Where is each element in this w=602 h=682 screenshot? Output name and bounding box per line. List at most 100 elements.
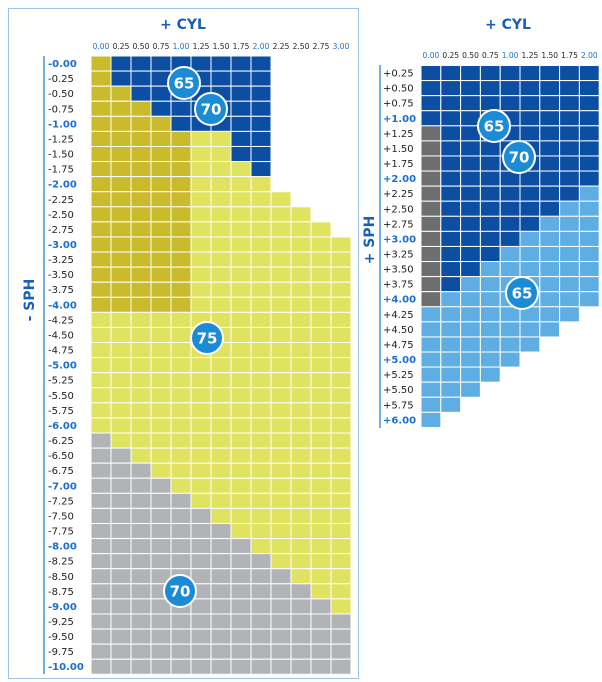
grid-cell bbox=[559, 306, 580, 323]
grid-cell bbox=[290, 538, 312, 555]
grid-cell bbox=[150, 145, 172, 163]
grid-cell bbox=[110, 251, 132, 268]
sph-label: -1.50 bbox=[48, 150, 74, 161]
grid-cell bbox=[440, 200, 462, 217]
grid-cell bbox=[130, 342, 152, 359]
grid-cell bbox=[310, 387, 332, 404]
grid-cell bbox=[290, 522, 312, 540]
grid-cell bbox=[110, 462, 132, 479]
grid-cell bbox=[90, 387, 112, 404]
grid-cell bbox=[170, 613, 192, 630]
grid-cell bbox=[150, 417, 172, 434]
grid-cell bbox=[90, 538, 112, 555]
grid-cell bbox=[190, 462, 212, 479]
grid-cell bbox=[110, 387, 132, 404]
sph-label: -2.50 bbox=[48, 210, 74, 221]
grid-cell bbox=[190, 130, 212, 147]
grid-cell bbox=[578, 185, 600, 202]
grid-cell bbox=[499, 215, 521, 232]
grid-cell bbox=[330, 628, 352, 645]
grid-cell bbox=[270, 221, 292, 238]
grid-cell bbox=[150, 100, 172, 117]
grid-cell bbox=[270, 613, 292, 630]
grid-cell bbox=[170, 296, 192, 313]
grid-cell bbox=[499, 351, 521, 368]
grid-cell bbox=[230, 176, 252, 193]
grid-cell bbox=[250, 628, 272, 645]
grid-cell bbox=[270, 326, 292, 344]
grid-cell bbox=[110, 236, 132, 253]
grid-cell bbox=[210, 522, 232, 540]
grid-cell bbox=[110, 568, 132, 585]
grid-cell bbox=[110, 115, 132, 132]
grid-cell bbox=[170, 221, 192, 238]
grid-cell bbox=[170, 462, 192, 479]
grid-cell bbox=[210, 432, 232, 449]
grid-cell bbox=[230, 281, 252, 298]
grid-cell bbox=[150, 296, 172, 313]
grid-cell bbox=[310, 417, 332, 434]
grid-cell bbox=[170, 145, 192, 163]
grid-cell bbox=[290, 613, 312, 630]
grid-cell bbox=[110, 206, 132, 223]
grid-cell bbox=[110, 311, 132, 328]
cyl-label: 1.00 bbox=[173, 42, 190, 51]
grid-cell bbox=[210, 221, 232, 238]
grid-cell bbox=[310, 492, 332, 509]
grid-cell bbox=[539, 65, 561, 82]
grid-cell bbox=[479, 276, 501, 293]
grid-cell bbox=[270, 447, 292, 464]
grid-cell bbox=[460, 80, 481, 97]
sph-label: -7.25 bbox=[48, 496, 74, 507]
grid-cell bbox=[519, 65, 541, 82]
grid-cell bbox=[130, 191, 152, 208]
grid-cell bbox=[230, 628, 252, 645]
grid-cell bbox=[210, 176, 232, 193]
grid-cell bbox=[460, 261, 481, 278]
grid-cell bbox=[110, 507, 132, 524]
grid-cell bbox=[270, 553, 292, 570]
grid-cell bbox=[250, 402, 272, 419]
grid-cell bbox=[330, 613, 352, 630]
grid-cell bbox=[499, 245, 521, 263]
grid-cell bbox=[150, 191, 172, 208]
grid-cell bbox=[290, 628, 312, 645]
grid-cell bbox=[270, 507, 292, 524]
grid-cell bbox=[310, 583, 332, 600]
grid-cell bbox=[110, 342, 132, 359]
grid-cell bbox=[519, 200, 541, 217]
grid-cell bbox=[310, 643, 332, 660]
grid-cell bbox=[170, 492, 192, 509]
grid-cell bbox=[310, 538, 332, 555]
grid-cell bbox=[150, 55, 172, 72]
grid-cell bbox=[150, 221, 172, 238]
grid-cell bbox=[250, 115, 272, 132]
grid-cell bbox=[90, 522, 112, 540]
grid-cell bbox=[479, 200, 501, 217]
grid-cell bbox=[479, 140, 501, 157]
grid-cell bbox=[330, 266, 352, 283]
grid-cell bbox=[250, 357, 272, 374]
sph-label: -6.50 bbox=[48, 451, 74, 462]
grid-cell bbox=[519, 185, 541, 202]
grid-cell bbox=[539, 155, 561, 172]
sph-label: -7.50 bbox=[48, 511, 74, 522]
grid-cell bbox=[250, 281, 272, 298]
grid-cell bbox=[130, 613, 152, 630]
grid-cell bbox=[130, 311, 152, 328]
grid-cell bbox=[539, 215, 561, 232]
sph-label: +6.00 bbox=[383, 415, 416, 426]
grid-cell bbox=[90, 221, 112, 238]
grid-cell bbox=[479, 65, 501, 82]
badge bbox=[194, 92, 228, 126]
grid-cell bbox=[130, 402, 152, 419]
grid-cell bbox=[420, 366, 442, 383]
sph-label: +4.75 bbox=[383, 340, 414, 351]
grid-cell bbox=[330, 326, 352, 344]
grid-cell bbox=[420, 140, 442, 157]
grid-cell bbox=[250, 85, 272, 102]
grid-cell bbox=[170, 538, 192, 555]
grid-cell bbox=[210, 553, 232, 570]
grid-cell bbox=[290, 236, 312, 253]
